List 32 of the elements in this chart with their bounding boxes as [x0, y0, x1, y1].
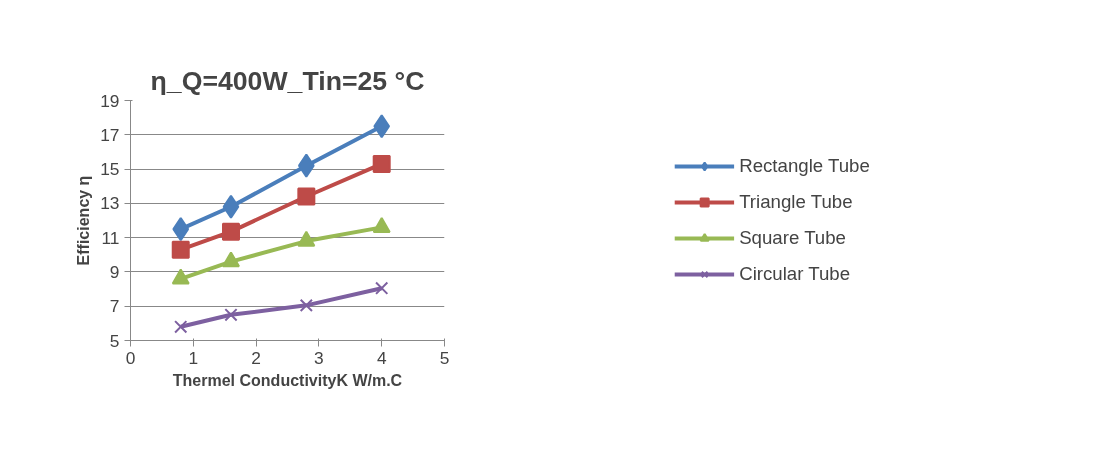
y-tick-label: 13: [100, 193, 120, 214]
y-tick-label: 15: [100, 159, 120, 180]
y-tick-label: 19: [100, 90, 120, 111]
x-tick-label: 2: [251, 347, 261, 368]
x-axis-title: Thermel ConductivityK W/m.C: [172, 371, 403, 389]
legend-label: Rectangle Tube: [739, 155, 870, 177]
y-tick-label: 17: [100, 124, 120, 145]
point: [224, 308, 238, 322]
point: [373, 114, 391, 139]
point: [372, 154, 391, 173]
point: [174, 320, 188, 334]
y-tick-label: 7: [109, 296, 120, 317]
x-tick-label: 0: [125, 347, 136, 368]
point: [375, 281, 389, 295]
y-axis-title: Efficiency η: [75, 175, 93, 266]
point: [299, 298, 313, 313]
y-tick-label: 9: [109, 261, 120, 282]
point: [297, 187, 316, 206]
legend-label: Triangle Tube: [739, 191, 853, 213]
chart-title: η_Q=400W_Tin=25 °C: [150, 65, 425, 96]
point: [172, 217, 190, 242]
x-tick-label: 3: [314, 347, 324, 368]
y-tick-label: 11: [101, 227, 120, 248]
point: [171, 240, 190, 259]
x-tick-label: 1: [188, 347, 199, 368]
point: [222, 194, 240, 219]
legend-label: Circular Tube: [739, 263, 851, 285]
y-tick-label: 5: [109, 330, 120, 351]
legend-label: Square Tube: [739, 227, 846, 249]
x-tick-label: 4: [376, 347, 387, 368]
point: [221, 222, 240, 241]
x-tick-label: 5: [439, 347, 450, 368]
